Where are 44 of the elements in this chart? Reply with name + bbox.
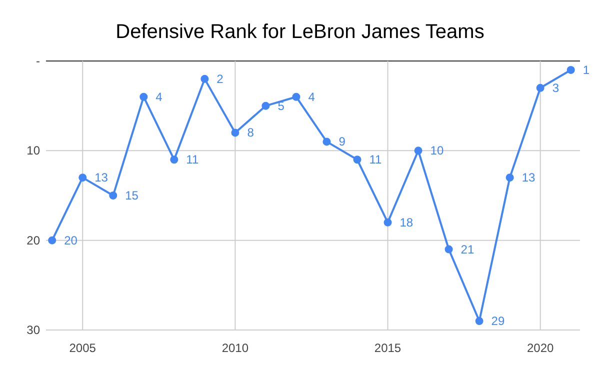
point: [506, 174, 514, 182]
point: [292, 92, 300, 101]
point: [475, 317, 484, 326]
data-label: 13: [94, 170, 108, 185]
data-label: 15: [125, 188, 139, 202]
data-label: 2: [216, 72, 224, 86]
y-tick-label: 20: [26, 233, 40, 248]
data-label: 18: [400, 215, 414, 230]
data-label: 4: [156, 90, 163, 104]
point: [353, 156, 362, 164]
x-tick-label: 2005: [69, 341, 96, 355]
point: [109, 192, 118, 200]
point: [444, 245, 453, 254]
y-tick-label: 10: [26, 144, 40, 158]
data-label: 29: [491, 314, 505, 328]
data-label: 13: [522, 170, 536, 185]
y-tick-label: 30: [26, 323, 40, 337]
point: [200, 74, 209, 83]
point: [384, 218, 392, 226]
data-label: 11: [369, 152, 382, 167]
point: [231, 128, 240, 137]
data-label: 10: [430, 144, 444, 158]
point: [78, 174, 87, 182]
point: [140, 92, 148, 101]
point: [536, 84, 544, 92]
data-label: 11: [186, 152, 199, 167]
point: [566, 66, 575, 74]
point: [322, 138, 331, 146]
point: [414, 146, 422, 155]
x-tick-label: 2020: [526, 341, 554, 355]
data-label: 8: [247, 126, 254, 140]
point: [48, 236, 56, 244]
y-tick-label: -: [36, 54, 40, 68]
data-label: 20: [64, 233, 78, 248]
data-label: 21: [460, 242, 474, 256]
data-label: 3: [552, 80, 560, 95]
point: [170, 156, 178, 164]
chart-title: Defensive Rank for LeBron James Teams: [116, 21, 484, 43]
x-tick-label: 2010: [222, 341, 249, 355]
data-label: 1: [582, 62, 590, 77]
x-tick-label: 2015: [374, 341, 402, 355]
point: [262, 102, 270, 110]
data-label: 9: [338, 134, 346, 149]
data-label: 4: [308, 90, 316, 104]
